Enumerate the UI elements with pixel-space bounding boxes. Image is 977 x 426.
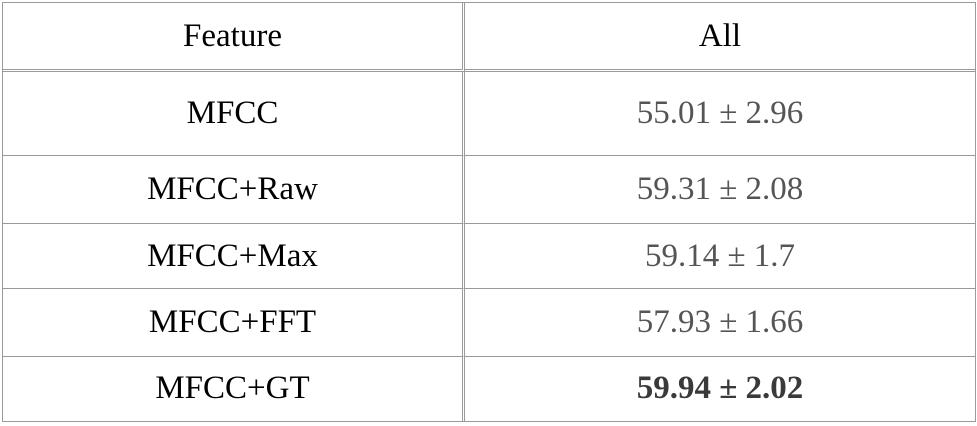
all-value-cell: 59.31 ± 2.08 bbox=[465, 156, 975, 224]
table-body: MFCC 55.01 ± 2.96 MFCC+Raw 59.31 ± 2.08 … bbox=[3, 72, 975, 421]
feature-cell: MFCC+Max bbox=[3, 223, 465, 290]
table-row: MFCC+Raw 59.31 ± 2.08 bbox=[3, 156, 975, 224]
table-row: MFCC+FFT 57.93 ± 1.66 bbox=[3, 289, 975, 357]
header-all: All bbox=[465, 3, 975, 72]
header-feature: Feature bbox=[3, 3, 465, 72]
table-row: MFCC+Max 59.14 ± 1.7 bbox=[3, 223, 975, 290]
all-value-cell: 55.01 ± 2.96 bbox=[465, 72, 975, 157]
table-row: MFCC+GT 59.94 ± 2.02 bbox=[3, 356, 975, 421]
header-row: Feature All bbox=[3, 3, 975, 72]
all-value-cell-best: 59.94 ± 2.02 bbox=[636, 370, 804, 407]
table-row: MFCC 55.01 ± 2.96 bbox=[3, 72, 975, 157]
table-header: Feature All bbox=[3, 3, 975, 72]
all-value-cell: 59.14 ± 1.7 bbox=[465, 224, 975, 290]
feature-cell: MFCC+GT bbox=[3, 356, 465, 421]
feature-cell: MFCC bbox=[3, 72, 465, 157]
all-value-cell: 57.93 ± 1.66 bbox=[465, 289, 975, 357]
feature-cell: MFCC+FFT bbox=[3, 289, 465, 357]
feature-cell: MFCC+Raw bbox=[3, 156, 465, 224]
